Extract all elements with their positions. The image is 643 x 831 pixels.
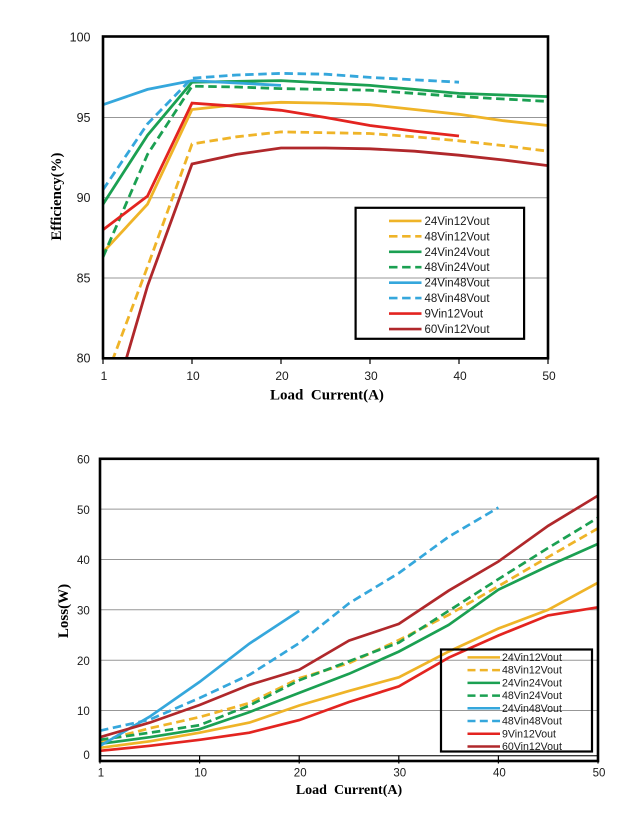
svg-text:50: 50	[77, 505, 90, 517]
svg-text:40: 40	[493, 768, 506, 780]
svg-text:24Vin48Vout: 24Vin48Vout	[502, 703, 562, 715]
svg-text:50: 50	[542, 369, 556, 383]
svg-text:48Vin12Vout: 48Vin12Vout	[502, 665, 562, 677]
svg-text:50: 50	[593, 768, 606, 780]
svg-text:60Vin12Vout: 60Vin12Vout	[502, 741, 562, 753]
svg-text:24Vin12Vout: 24Vin12Vout	[502, 652, 562, 664]
svg-text:20: 20	[77, 656, 90, 668]
svg-text:40: 40	[453, 369, 467, 383]
svg-text:10: 10	[77, 706, 90, 718]
svg-text:24Vin48Vout: 24Vin48Vout	[425, 278, 491, 290]
svg-text:48Vin48Vout: 48Vin48Vout	[502, 716, 562, 728]
svg-text:95: 95	[77, 111, 91, 125]
svg-text:30: 30	[364, 369, 378, 383]
svg-text:80: 80	[77, 352, 91, 366]
svg-text:Load Current(A): Load Current(A)	[296, 783, 403, 798]
svg-text:90: 90	[77, 191, 91, 205]
svg-text:48Vin24Vout: 48Vin24Vout	[502, 690, 562, 702]
svg-text:48Vin48Vout: 48Vin48Vout	[425, 293, 491, 305]
svg-text:60Vin12Vout: 60Vin12Vout	[425, 324, 491, 336]
svg-text:40: 40	[77, 555, 90, 567]
svg-text:60: 60	[77, 454, 90, 466]
svg-text:9Vin12Vout: 9Vin12Vout	[502, 728, 556, 740]
svg-text:Loss(W): Loss(W)	[56, 584, 72, 638]
svg-text:48Vin24Vout: 48Vin24Vout	[425, 262, 491, 274]
svg-text:Efficiency(%): Efficiency(%)	[49, 152, 65, 240]
svg-text:10: 10	[194, 768, 207, 780]
svg-text:10: 10	[186, 369, 200, 383]
svg-text:30: 30	[77, 605, 90, 617]
svg-text:30: 30	[393, 768, 406, 780]
svg-text:100: 100	[70, 31, 91, 45]
svg-text:24Vin12Vout: 24Vin12Vout	[425, 216, 491, 228]
svg-text:0: 0	[83, 750, 89, 762]
svg-text:20: 20	[275, 369, 289, 383]
svg-text:1: 1	[101, 369, 108, 383]
svg-text:1: 1	[98, 768, 104, 780]
svg-text:85: 85	[77, 271, 91, 285]
svg-text:9Vin12Vout: 9Vin12Vout	[425, 309, 484, 321]
svg-text:24Vin24Vout: 24Vin24Vout	[425, 247, 491, 259]
svg-text:48Vin12Vout: 48Vin12Vout	[425, 231, 491, 243]
svg-text:Load Current(A): Load Current(A)	[270, 388, 384, 404]
svg-text:20: 20	[294, 768, 307, 780]
svg-text:24Vin24Vout: 24Vin24Vout	[502, 678, 562, 690]
